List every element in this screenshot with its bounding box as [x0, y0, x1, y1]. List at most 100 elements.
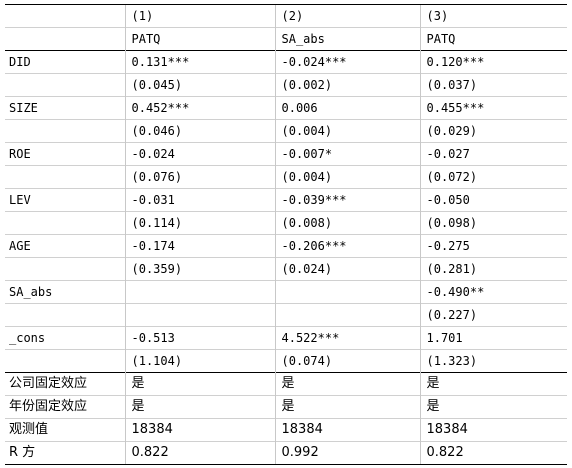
- se-cell: [274, 303, 420, 327]
- se-row-sa-abs: (0.227): [5, 303, 567, 327]
- se-cell: (0.281): [419, 257, 567, 281]
- var-label-empty: [5, 211, 125, 235]
- var-label: _cons: [5, 326, 125, 350]
- coef-cell: -0.024***: [274, 50, 420, 74]
- se-cell: (0.046): [124, 119, 275, 143]
- footer-value: 是: [124, 372, 275, 396]
- se-row-roe: (0.076) (0.004) (0.072): [5, 165, 567, 189]
- model-1-label: (1): [124, 4, 275, 28]
- footer-value: 0.992: [274, 441, 420, 465]
- depvar-1-label: PATQ: [124, 27, 275, 51]
- header-row-models: (1) (2) (3): [5, 4, 567, 28]
- se-cell: (1.323): [419, 349, 567, 373]
- coef-cell: 4.522***: [274, 326, 420, 350]
- coef-cell: -0.206***: [274, 234, 420, 258]
- footer-label: 观测值: [5, 418, 125, 442]
- coef-row-roe: ROE -0.024 -0.007* -0.027: [5, 142, 567, 166]
- var-label: DID: [5, 50, 125, 74]
- coef-cell: 0.455***: [419, 96, 567, 120]
- coef-cell: -0.007*: [274, 142, 420, 166]
- coef-cell: [124, 280, 275, 304]
- se-cell: (0.114): [124, 211, 275, 235]
- coef-cell: -0.024: [124, 142, 275, 166]
- coef-cell: -0.027: [419, 142, 567, 166]
- footer-label: R 方: [5, 441, 125, 465]
- se-cell: (0.227): [419, 303, 567, 327]
- footer-label: 公司固定效应: [5, 372, 125, 396]
- se-cell: (0.029): [419, 119, 567, 143]
- se-cell: (0.072): [419, 165, 567, 189]
- se-cell: [124, 303, 275, 327]
- se-cell: (0.045): [124, 73, 275, 97]
- var-label: LEV: [5, 188, 125, 212]
- se-cell: (0.359): [124, 257, 275, 281]
- var-label-empty: [5, 73, 125, 97]
- se-cell: (0.004): [274, 165, 420, 189]
- var-label: AGE: [5, 234, 125, 258]
- coef-cell: 0.452***: [124, 96, 275, 120]
- se-cell: (0.037): [419, 73, 567, 97]
- var-label-empty: [5, 349, 125, 373]
- coef-cell: 0.006: [274, 96, 420, 120]
- se-cell: (0.074): [274, 349, 420, 373]
- model-3-label: (3): [419, 4, 567, 28]
- var-label-empty: [5, 119, 125, 143]
- coef-cell: -0.039***: [274, 188, 420, 212]
- footer-value: 是: [419, 372, 567, 396]
- footer-value: 是: [124, 395, 275, 419]
- se-cell: (0.098): [419, 211, 567, 235]
- coef-row-lev: LEV -0.031 -0.039*** -0.050: [5, 188, 567, 212]
- footer-row-firm-fe: 公司固定效应 是 是 是: [5, 372, 567, 396]
- se-cell: (0.024): [274, 257, 420, 281]
- coef-cell: 1.701: [419, 326, 567, 350]
- footer-row-r-squared: R 方 0.822 0.992 0.822: [5, 441, 567, 465]
- se-cell: (0.002): [274, 73, 420, 97]
- footer-value: 是: [274, 395, 420, 419]
- var-label-empty: [5, 165, 125, 189]
- coef-cell: -0.174: [124, 234, 275, 258]
- coef-row-sa-abs: SA_abs -0.490**: [5, 280, 567, 304]
- depvar-2-label: SA_abs: [274, 27, 420, 51]
- coef-cell: -0.031: [124, 188, 275, 212]
- footer-value: 18384: [274, 418, 420, 442]
- header-corner-cell: [5, 27, 125, 51]
- coef-row-age: AGE -0.174 -0.206*** -0.275: [5, 234, 567, 258]
- se-row-age: (0.359) (0.024) (0.281): [5, 257, 567, 281]
- coef-cell: -0.050: [419, 188, 567, 212]
- footer-value: 0.822: [419, 441, 567, 465]
- regression-results-table: (1) (2) (3) PATQ SA_abs PATQ DID 0.131**…: [5, 4, 567, 465]
- var-label: SIZE: [5, 96, 125, 120]
- model-2-label: (2): [274, 4, 420, 28]
- footer-value: 18384: [124, 418, 275, 442]
- coef-cell: -0.275: [419, 234, 567, 258]
- var-label: SA_abs: [5, 280, 125, 304]
- coef-cell: -0.513: [124, 326, 275, 350]
- coef-cell: [274, 280, 420, 304]
- footer-row-year-fe: 年份固定效应 是 是 是: [5, 395, 567, 419]
- coef-cell: -0.490**: [419, 280, 567, 304]
- coef-row-size: SIZE 0.452*** 0.006 0.455***: [5, 96, 567, 120]
- var-label-empty: [5, 303, 125, 327]
- se-cell: (0.008): [274, 211, 420, 235]
- coef-cell: 0.120***: [419, 50, 567, 74]
- se-cell: (0.004): [274, 119, 420, 143]
- depvar-3-label: PATQ: [419, 27, 567, 51]
- se-cell: (0.076): [124, 165, 275, 189]
- coef-cell: 0.131***: [124, 50, 275, 74]
- coef-row-cons: _cons -0.513 4.522*** 1.701: [5, 326, 567, 350]
- header-row-depvars: PATQ SA_abs PATQ: [5, 27, 567, 51]
- footer-value: 是: [274, 372, 420, 396]
- var-label: ROE: [5, 142, 125, 166]
- footer-value: 0.822: [124, 441, 275, 465]
- var-label-empty: [5, 257, 125, 281]
- footer-value: 是: [419, 395, 567, 419]
- se-row-did: (0.045) (0.002) (0.037): [5, 73, 567, 97]
- se-row-size: (0.046) (0.004) (0.029): [5, 119, 567, 143]
- footer-row-observations: 观测值 18384 18384 18384: [5, 418, 567, 442]
- se-row-lev: (0.114) (0.008) (0.098): [5, 211, 567, 235]
- coef-row-did: DID 0.131*** -0.024*** 0.120***: [5, 50, 567, 74]
- header-corner-cell: [5, 4, 125, 28]
- se-row-cons: (1.104) (0.074) (1.323): [5, 349, 567, 373]
- footer-value: 18384: [419, 418, 567, 442]
- footer-label: 年份固定效应: [5, 395, 125, 419]
